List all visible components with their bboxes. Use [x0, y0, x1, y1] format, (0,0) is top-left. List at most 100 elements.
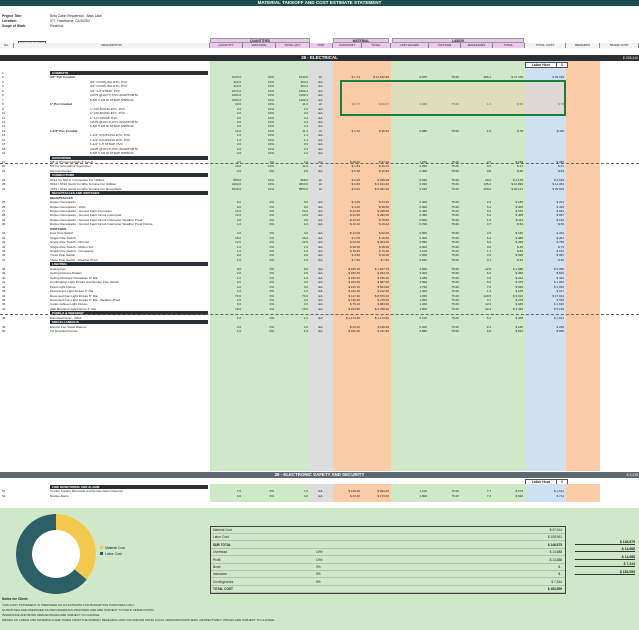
cell-ch: 75.0h [451, 200, 459, 205]
table-row[interactable]: 16 1-1/4" COUPLING ETC, PVC 1.0 10% 1.1 EA [0, 138, 639, 142]
table-row[interactable]: 47 Wall Mounted Light Fixture 4" Dia 18.0 0… [0, 307, 639, 311]
group-header-row[interactable]: LIGHTING [0, 262, 639, 267]
table-row[interactable]: 30 Duplex Receptacle - Ground Fault Circu… [0, 222, 639, 226]
column-header-quantity[interactable]: QUANTITY [210, 43, 243, 48]
table-row[interactable]: 8 1" Pvc Conduit 10.0 10% 11.0 LF $ 2.77 $ 30.4… [0, 102, 639, 106]
table-row[interactable]: 28 Duplex Receptacle - Ground Fault Circu… [0, 213, 639, 217]
table-row[interactable]: 26 Duplex Receptacle - 220v 9.0 0% 9.0 EA $ 4.… [0, 205, 639, 209]
table-row[interactable]: 5 3/4" 1-H STRAP, PVC 1672.0 10% 1839.2 EA [0, 89, 639, 93]
column-header-cost-unit[interactable]: COST/UNIT [333, 43, 362, 48]
group-header-row[interactable]: FIRE MONITORING AND ALARM [0, 485, 639, 489]
table-row[interactable]: 37 Three Pole Switch - Weather Proof 1.0 0%… [0, 258, 639, 262]
row-number: 3 [2, 79, 4, 84]
table-row[interactable]: 3 3/4" COUPLING ETC, PVC 322.0 10% 354.2 EA [0, 80, 639, 84]
cell-w: 10% [267, 79, 274, 84]
cell-mh: 3.3 [486, 275, 491, 280]
group-header-row[interactable]: GROUNDING [0, 155, 639, 160]
column-header-total-qty[interactable]: TOTAL QTY [276, 43, 310, 48]
table-row[interactable]: 34 Single Pole Switch - Motion Snr 1.0 0% 1.… [0, 245, 639, 249]
table-row[interactable]: 40 Ceiling Mounted Chandelier 8" Dia 1.0 0%… [0, 276, 639, 280]
table-row[interactable]: 18 (4X75 @10 FT) PVC ADAPTOR M 2.0 10% 2.2 EA [0, 147, 639, 151]
table-row[interactable]: 29 Duplex Receptacle - Ground Fault Circu… [0, 218, 639, 222]
column-header-unit[interactable]: UNIT [310, 43, 333, 48]
table-row[interactable]: 50 Fix Doorbell Control 1.0 0% 1.0 EA $ 441.90… [0, 329, 639, 333]
table-row[interactable]: 20 5/0 Cu Ground/Intr Conductor 10.0 10% 11.… [0, 164, 639, 168]
cell-tq: 4.0 [303, 324, 308, 329]
table-row[interactable]: 11 1" 1-H STRAP, PVC 4.0 10% 4.4 EA [0, 116, 639, 120]
group-header-row[interactable]: MISCELLANEOUS [0, 320, 639, 325]
column-header-description[interactable]: DESCRIPTION [14, 43, 210, 48]
row-description: 1-1/4" COUPLING ETC, PVC [90, 133, 131, 138]
table-row[interactable]: 36 Three Pole Switch 9.0 0% 9.0 EA $ 4.82 $ 43.… [0, 253, 639, 257]
table-row[interactable]: 14 1-1/4" Pvc Conduit 10.0 10% 11.0 LF $ 3.30 $… [0, 129, 639, 133]
column-header-no[interactable]: No. [0, 43, 14, 48]
column-header-wastage[interactable]: WASTAGE [243, 43, 276, 48]
table-row[interactable]: 2 3/4" Pvc Conduit 6130.0 10% 6743.0 LF $ 1.74… [0, 75, 639, 79]
row-description: Smoke Alarm [50, 493, 69, 498]
table-row[interactable]: 38 Ceiling Fan 9.0 0% 9.0 EA $ 185.30 $ 1,667.7… [0, 267, 639, 271]
labor-column-bg-2 [391, 484, 525, 502]
table-row[interactable]: 22 3X12 Cu NM w. Connection For Utilities… [0, 178, 639, 182]
table-row[interactable]: 21 Ground Clamps 2.0 0% 2.0 EA $ 5.48 $ 10.96 0.… [0, 169, 639, 173]
table-row[interactable]: 49 Electric Fan Towel Warmer 4.0 0% 4.0 EA $ 2… [0, 325, 639, 329]
cell-u: EA [318, 324, 323, 329]
table-row[interactable]: 31 Four Pole Switch 4.0 0% 4.0 EA $ 13.00 $ 52.… [0, 231, 639, 235]
table-row[interactable]: 15 1-1/4" COUPLING ETC, PVC 1.0 10% 1.1 EA [0, 133, 639, 137]
cell-q: 880.0 [233, 177, 241, 182]
table-row[interactable]: 51 Combo Carbon Monoxide And Smoke Alarm … [0, 489, 639, 493]
column-header-manhours[interactable]: MANHOURS [461, 43, 493, 48]
cell-t: $ 445.28 [377, 177, 389, 182]
table-row[interactable]: 25 Duplex Receptacle 6.0 0% 6.0 EA $ 4.06 $ 24.… [0, 200, 639, 204]
group-header-row[interactable]: 1 CONDUITS [0, 71, 639, 75]
table-row[interactable]: 44 Recessed Can Light Fixture 6" Dia 73.0 0… [0, 294, 639, 298]
group-header-row[interactable]: RECEPTACLES AND SWITCHES [0, 191, 639, 196]
cell-w: 0% [269, 266, 274, 271]
cell-cu: $ 4.40 [351, 204, 360, 209]
table-row[interactable]: 43 Fluorescent Light Fixture 4" Dia 1.0 0% 1… [0, 289, 639, 293]
table-row[interactable]: 13 6-5/8 X 1/8 W STRAP 5/0PR/1k 4.0 10% 4.4 E… [0, 124, 639, 128]
table-row[interactable]: 23 3X12 / 3X14 (Gnd) Cu Wire Termine For … [0, 182, 639, 186]
table-row[interactable]: 27 Duplex Receptacle - Ground Fault Inter… [0, 209, 639, 213]
column-header-cost-hr[interactable]: COST/HR [429, 43, 461, 48]
table-row[interactable]: SWITCHES [0, 227, 639, 231]
table-row[interactable]: 41 Combination Light Fixture And Smoke Po… [0, 280, 639, 284]
table-row[interactable]: 7 6-5/8 X 1/8 W STRAP 5/0PR/1k 1084.0 10% 11… [0, 98, 639, 102]
table-row[interactable]: 35 Single Pole Switch - Occupancy 1.0 0% 1.0… [0, 249, 639, 253]
cell-cu: $ 185.30 [348, 266, 360, 271]
column-header-material-total[interactable]: TOTAL [362, 43, 391, 48]
table-row[interactable]: 4 3/4" COUPLING ETC, PVC 322.0 10% 354.2 EA [0, 84, 639, 88]
column-header-trade-cost[interactable]: TRADE COST [600, 43, 639, 48]
selected-cell-range[interactable] [340, 80, 566, 116]
table-row[interactable]: 12 (4X75 @10 FT) PVC ADAPTOR M 4.0 10% 4.4 EA [0, 120, 639, 124]
table-row[interactable]: 42 Flood Light Fixture 4.0 0% 4.0 EA $ 126.15 $… [0, 285, 639, 289]
cell-t: $ 278.00 [377, 297, 389, 302]
table-row[interactable]: 46 Under-cabinet Light Fixture 9.0 0% 9.0 EA $… [0, 302, 639, 306]
cell-mh: 2.5 [486, 160, 491, 164]
table-row[interactable]: 17 1-1/4" 1-H STRAP, PVC 3.0 10% 3.3 EA [0, 142, 639, 146]
column-header-total-cost[interactable]: TOTAL COST [525, 43, 566, 48]
table-row[interactable]: 33 Single Pole Switch - Dimmer 12.0 0% 12.0 E… [0, 240, 639, 244]
cell-w: 0% [269, 244, 274, 249]
cell-lt: $ 278 [515, 297, 523, 302]
table-row[interactable]: 19 5/8" X 8' Ground Rods 8' 4ea-P 2.0 0% 2.0… [0, 160, 639, 164]
cell-ch: 75.0h [451, 271, 459, 276]
table-row[interactable]: 45 Recessed Can Light Fixture 6" Dia - We… [0, 298, 639, 302]
cell-t: $ 52.00 [378, 231, 389, 236]
table-row[interactable]: 6 (4X75 @10 FT) PVC ADAPTOR M 1084.0 10% 119… [0, 93, 639, 97]
row-description: 3X12 / 3X14 (Gnd) Cu Wire Termine For Ut… [50, 182, 116, 187]
table-row[interactable]: 52 Smoke Alarm 4.0 0% 4.0 EA $ 43.40 $ 173.60 1.… [0, 494, 639, 498]
group-header-row[interactable]: PANELS & BREAKER [0, 311, 639, 316]
table-row[interactable]: 10 1" COUPLING ETC, PVC 2.0 10% 2.2 EA [0, 111, 639, 115]
table-row[interactable]: 9 1" COUPLING ETC, PVC 2.0 10% 2.2 EA [0, 107, 639, 111]
column-header-labor-total[interactable]: TOTAL [493, 43, 525, 48]
table-row[interactable]: 19 6-5/8 X 1/8 W STRAP 5/0PR/1k 2.0 10% 2.2 E… [0, 151, 639, 155]
column-header-unit-hours[interactable]: UNIT HOURS [391, 43, 429, 48]
table-row[interactable]: 24 3X12 / 3X14 (Gnd) Cu Wire Termine For … [0, 187, 639, 191]
group-header-row[interactable]: CONDUCTORS [0, 173, 639, 178]
table-row[interactable]: 39 Ceiling Fixtures Pattern 2.0 0% 2.0 EA $ 18… [0, 271, 639, 275]
cell-mh: 0.6 [486, 164, 491, 169]
table-row[interactable]: 32 Single Pole Switch 16.0 0% 16.0 EA $ 1.06 $ … [0, 236, 639, 240]
table-row[interactable]: 48 Electrical Panel - 200A 1.0 0% 1.0 EA $ 1,1… [0, 316, 639, 320]
table-row[interactable]: RECEPTACLES [0, 196, 639, 200]
column-header-remarks[interactable]: REMARKS [566, 43, 600, 48]
